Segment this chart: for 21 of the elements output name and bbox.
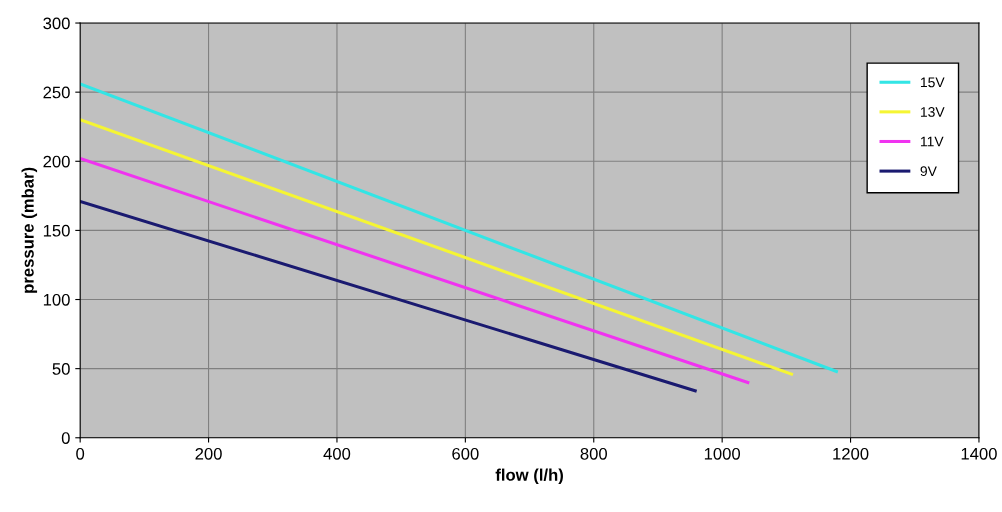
y-tick-label: 150: [43, 224, 70, 237]
y-tick-label: 250: [43, 86, 70, 99]
y-axis-title: pressure (mbar): [21, 167, 38, 293]
x-tick-label: 400: [323, 447, 351, 460]
y-tick-label: 200: [43, 155, 70, 168]
legend-label: 11V: [920, 136, 944, 147]
legend-label: 15V: [920, 77, 945, 88]
x-tick-label: 800: [580, 447, 608, 460]
legend-label: 9V: [920, 166, 937, 177]
x-tick-label: 1000: [704, 447, 741, 460]
x-tick-label: 600: [452, 447, 479, 460]
y-tick-label: 100: [43, 293, 70, 306]
x-tick-label: 200: [195, 447, 222, 460]
legend-label: 13V: [920, 107, 945, 117]
x-tick-label: 1200: [833, 447, 869, 460]
y-tick-label: 50: [52, 363, 70, 375]
y-tick-label: 300: [43, 17, 70, 30]
y-tick-label: 0: [61, 432, 70, 444]
x-axis-title: flow (l/h): [495, 468, 563, 485]
x-tick-label: 0: [76, 447, 85, 460]
x-tick-label: 1400: [961, 447, 997, 460]
